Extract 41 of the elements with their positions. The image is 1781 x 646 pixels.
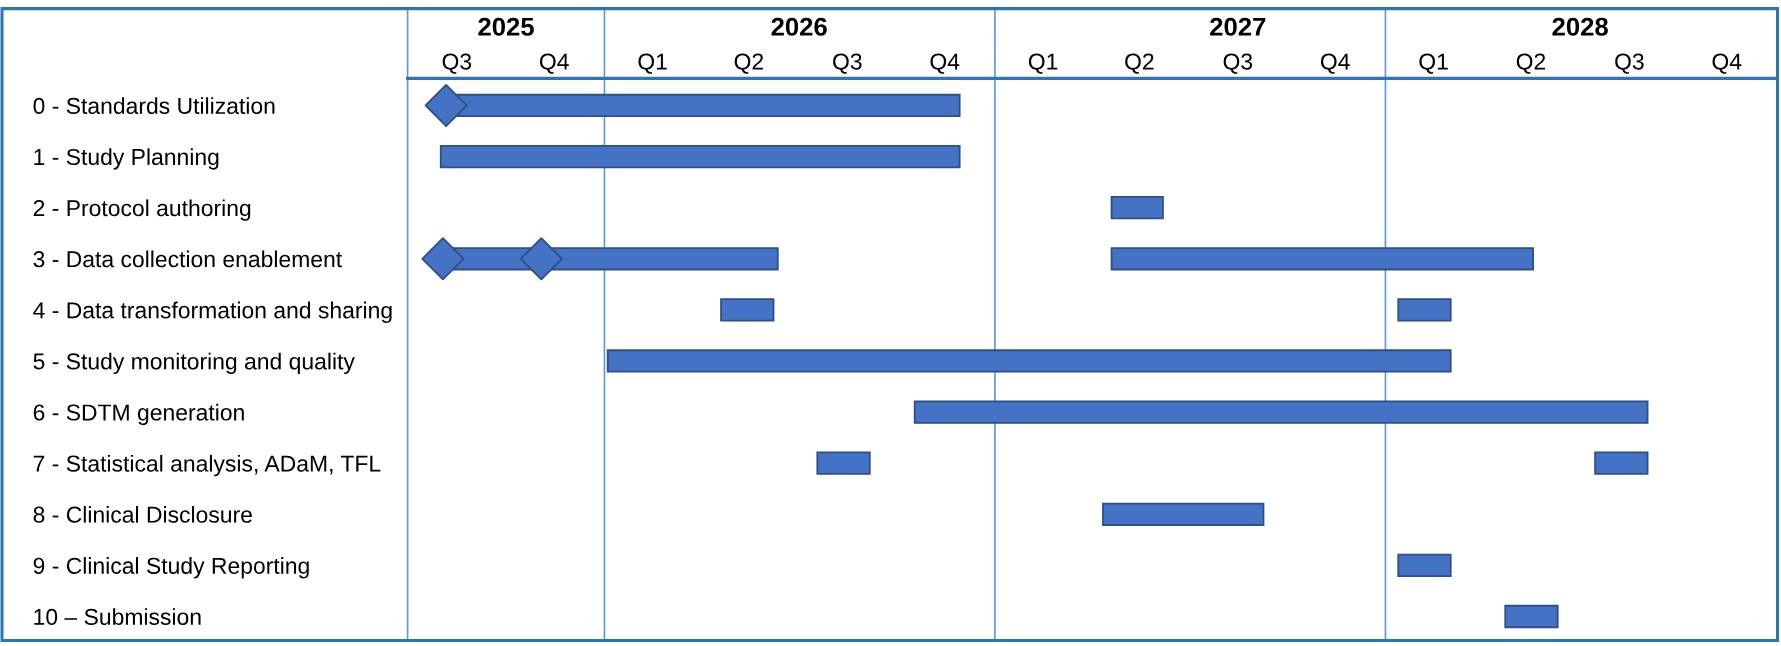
bar	[606, 349, 1452, 373]
x2-tick-label: 2026	[771, 17, 827, 36]
bar	[1594, 451, 1649, 475]
bar	[1110, 196, 1164, 220]
x-tick-label: Q2	[1125, 53, 1154, 74]
y-tick-label: 4 - Data transformation and sharing	[33, 301, 392, 323]
x-tick-label: Q3	[1223, 53, 1253, 74]
x-tick-label: Q1	[638, 53, 667, 74]
x2-tick-label: 2028	[1552, 17, 1608, 36]
x-tick-label: Q4	[1320, 53, 1350, 74]
y-tick-label: 2 - Protocol authoring	[33, 199, 251, 221]
x-tick-label: Q3	[833, 53, 862, 74]
x2-tick-label: 2025	[478, 17, 534, 36]
y-tick-label: 10 – Submission	[34, 608, 201, 626]
bar	[913, 400, 1649, 424]
x-tick-label: Q2	[734, 53, 764, 74]
y-tick-label: 6 - SDTM generation	[33, 403, 244, 426]
y-tick-label: 9 - Clinical Study Reporting	[33, 557, 309, 579]
x-tick-label: Q3	[1615, 53, 1644, 74]
x-tick-label: Q4	[539, 53, 569, 74]
x-tick-label: Q4	[930, 53, 960, 74]
bar	[439, 144, 961, 169]
y-tick-label: 1 - Study Planning	[34, 148, 219, 170]
x-tick-label: Q1	[1028, 53, 1058, 74]
y-tick-label: 8 - Clinical Disclosure	[33, 505, 252, 523]
x2-tick-label: 2027	[1210, 17, 1266, 36]
bar	[1397, 298, 1452, 322]
y-tick-label: 0 - Standards Utilization	[33, 97, 275, 115]
x-tick-label: Q2	[1516, 53, 1546, 74]
y-tick-label: 3 - Data collection enablement	[33, 250, 342, 268]
y-tick-label: 7 - Statistical analysis, ADaM, TFL	[33, 454, 381, 477]
bar	[1102, 502, 1265, 526]
bar	[1110, 247, 1534, 271]
y-tick-label: 5 - Study monitoring and quality	[33, 352, 355, 375]
bar	[1397, 553, 1452, 578]
bar	[1504, 604, 1559, 629]
x-tick-label: Q3	[442, 53, 472, 74]
bar	[816, 451, 871, 475]
x-tick-label: Q1	[1419, 53, 1448, 74]
x-tick-label: Q4	[1712, 53, 1742, 74]
bar	[720, 298, 775, 322]
